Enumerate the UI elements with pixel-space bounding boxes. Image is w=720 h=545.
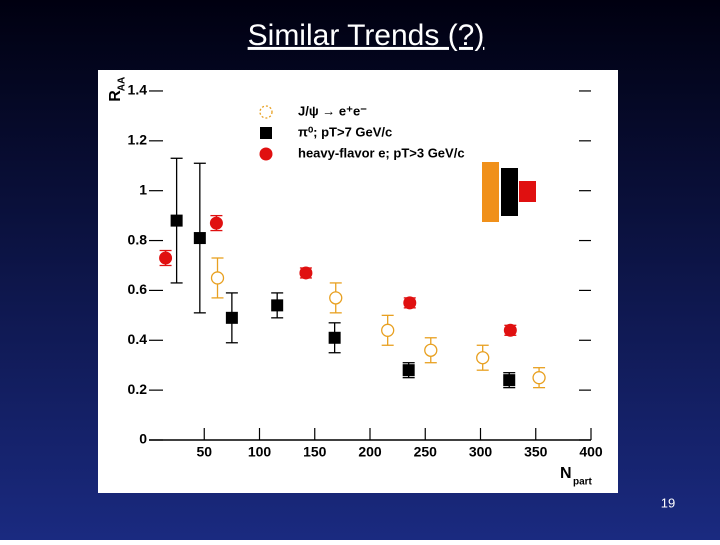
x-axis-label-sub: part	[573, 477, 593, 488]
point	[329, 291, 343, 305]
legend-marker	[260, 127, 272, 139]
point	[476, 351, 490, 365]
y-axis-label-sub: AA	[117, 77, 128, 91]
legend-label: heavy-flavor e; pT>3 GeV/c	[298, 145, 465, 160]
point	[210, 271, 225, 285]
y-tick-label: 0.6	[128, 281, 148, 297]
point	[403, 296, 417, 310]
point	[299, 266, 313, 280]
x-tick-label: 400	[579, 444, 603, 460]
page-number: 19	[661, 495, 675, 510]
point	[170, 214, 183, 227]
norm-box-pi0	[501, 168, 518, 216]
point	[225, 311, 238, 324]
legend-marker	[259, 147, 273, 161]
legend-marker	[259, 105, 273, 119]
norm-box-hf	[519, 181, 536, 202]
x-tick-label: 300	[469, 444, 493, 460]
y-tick-label: 1	[139, 181, 147, 197]
point	[424, 343, 438, 357]
point	[209, 216, 223, 230]
y-tick-label: 0	[139, 431, 147, 447]
point	[532, 371, 546, 385]
y-tick-label: 0.4	[128, 331, 148, 347]
y-axis-label: R	[107, 90, 124, 102]
legend-label: J/ψ → e⁺e⁻	[298, 103, 367, 118]
legend-marker	[259, 147, 273, 161]
point	[271, 299, 284, 312]
plot: 0 0.2 0.4 0.6 0.8 1 1.2 1.4 50 100 150 200 250 300 350…	[107, 77, 603, 488]
point	[159, 251, 173, 265]
legend-marker	[259, 105, 273, 119]
x-tick-label: 50	[196, 444, 212, 460]
y-tick-label: 1.2	[128, 132, 148, 148]
y-tick-label: 1.4	[128, 82, 148, 98]
y-tick-label: 0.8	[128, 231, 148, 247]
slide-title: Similar Trends (?)	[248, 19, 485, 52]
legend-label: π⁰; pT>7 GeV/c	[298, 124, 392, 139]
x-tick-label: 100	[248, 444, 272, 460]
x-axis-label: N	[560, 465, 572, 482]
legend-marker	[260, 127, 272, 139]
chart-panel	[98, 70, 618, 493]
y-tick-label: 0.2	[128, 381, 148, 397]
x-tick-label: 250	[414, 444, 438, 460]
point	[193, 232, 206, 245]
x-tick-label: 350	[524, 444, 548, 460]
norm-box-jpsi	[482, 162, 499, 222]
point	[381, 323, 395, 337]
x-tick-label: 200	[358, 444, 382, 460]
point	[503, 323, 517, 337]
point	[328, 331, 341, 344]
point	[503, 374, 516, 387]
point	[402, 364, 415, 377]
x-tick-label: 150	[303, 444, 327, 460]
